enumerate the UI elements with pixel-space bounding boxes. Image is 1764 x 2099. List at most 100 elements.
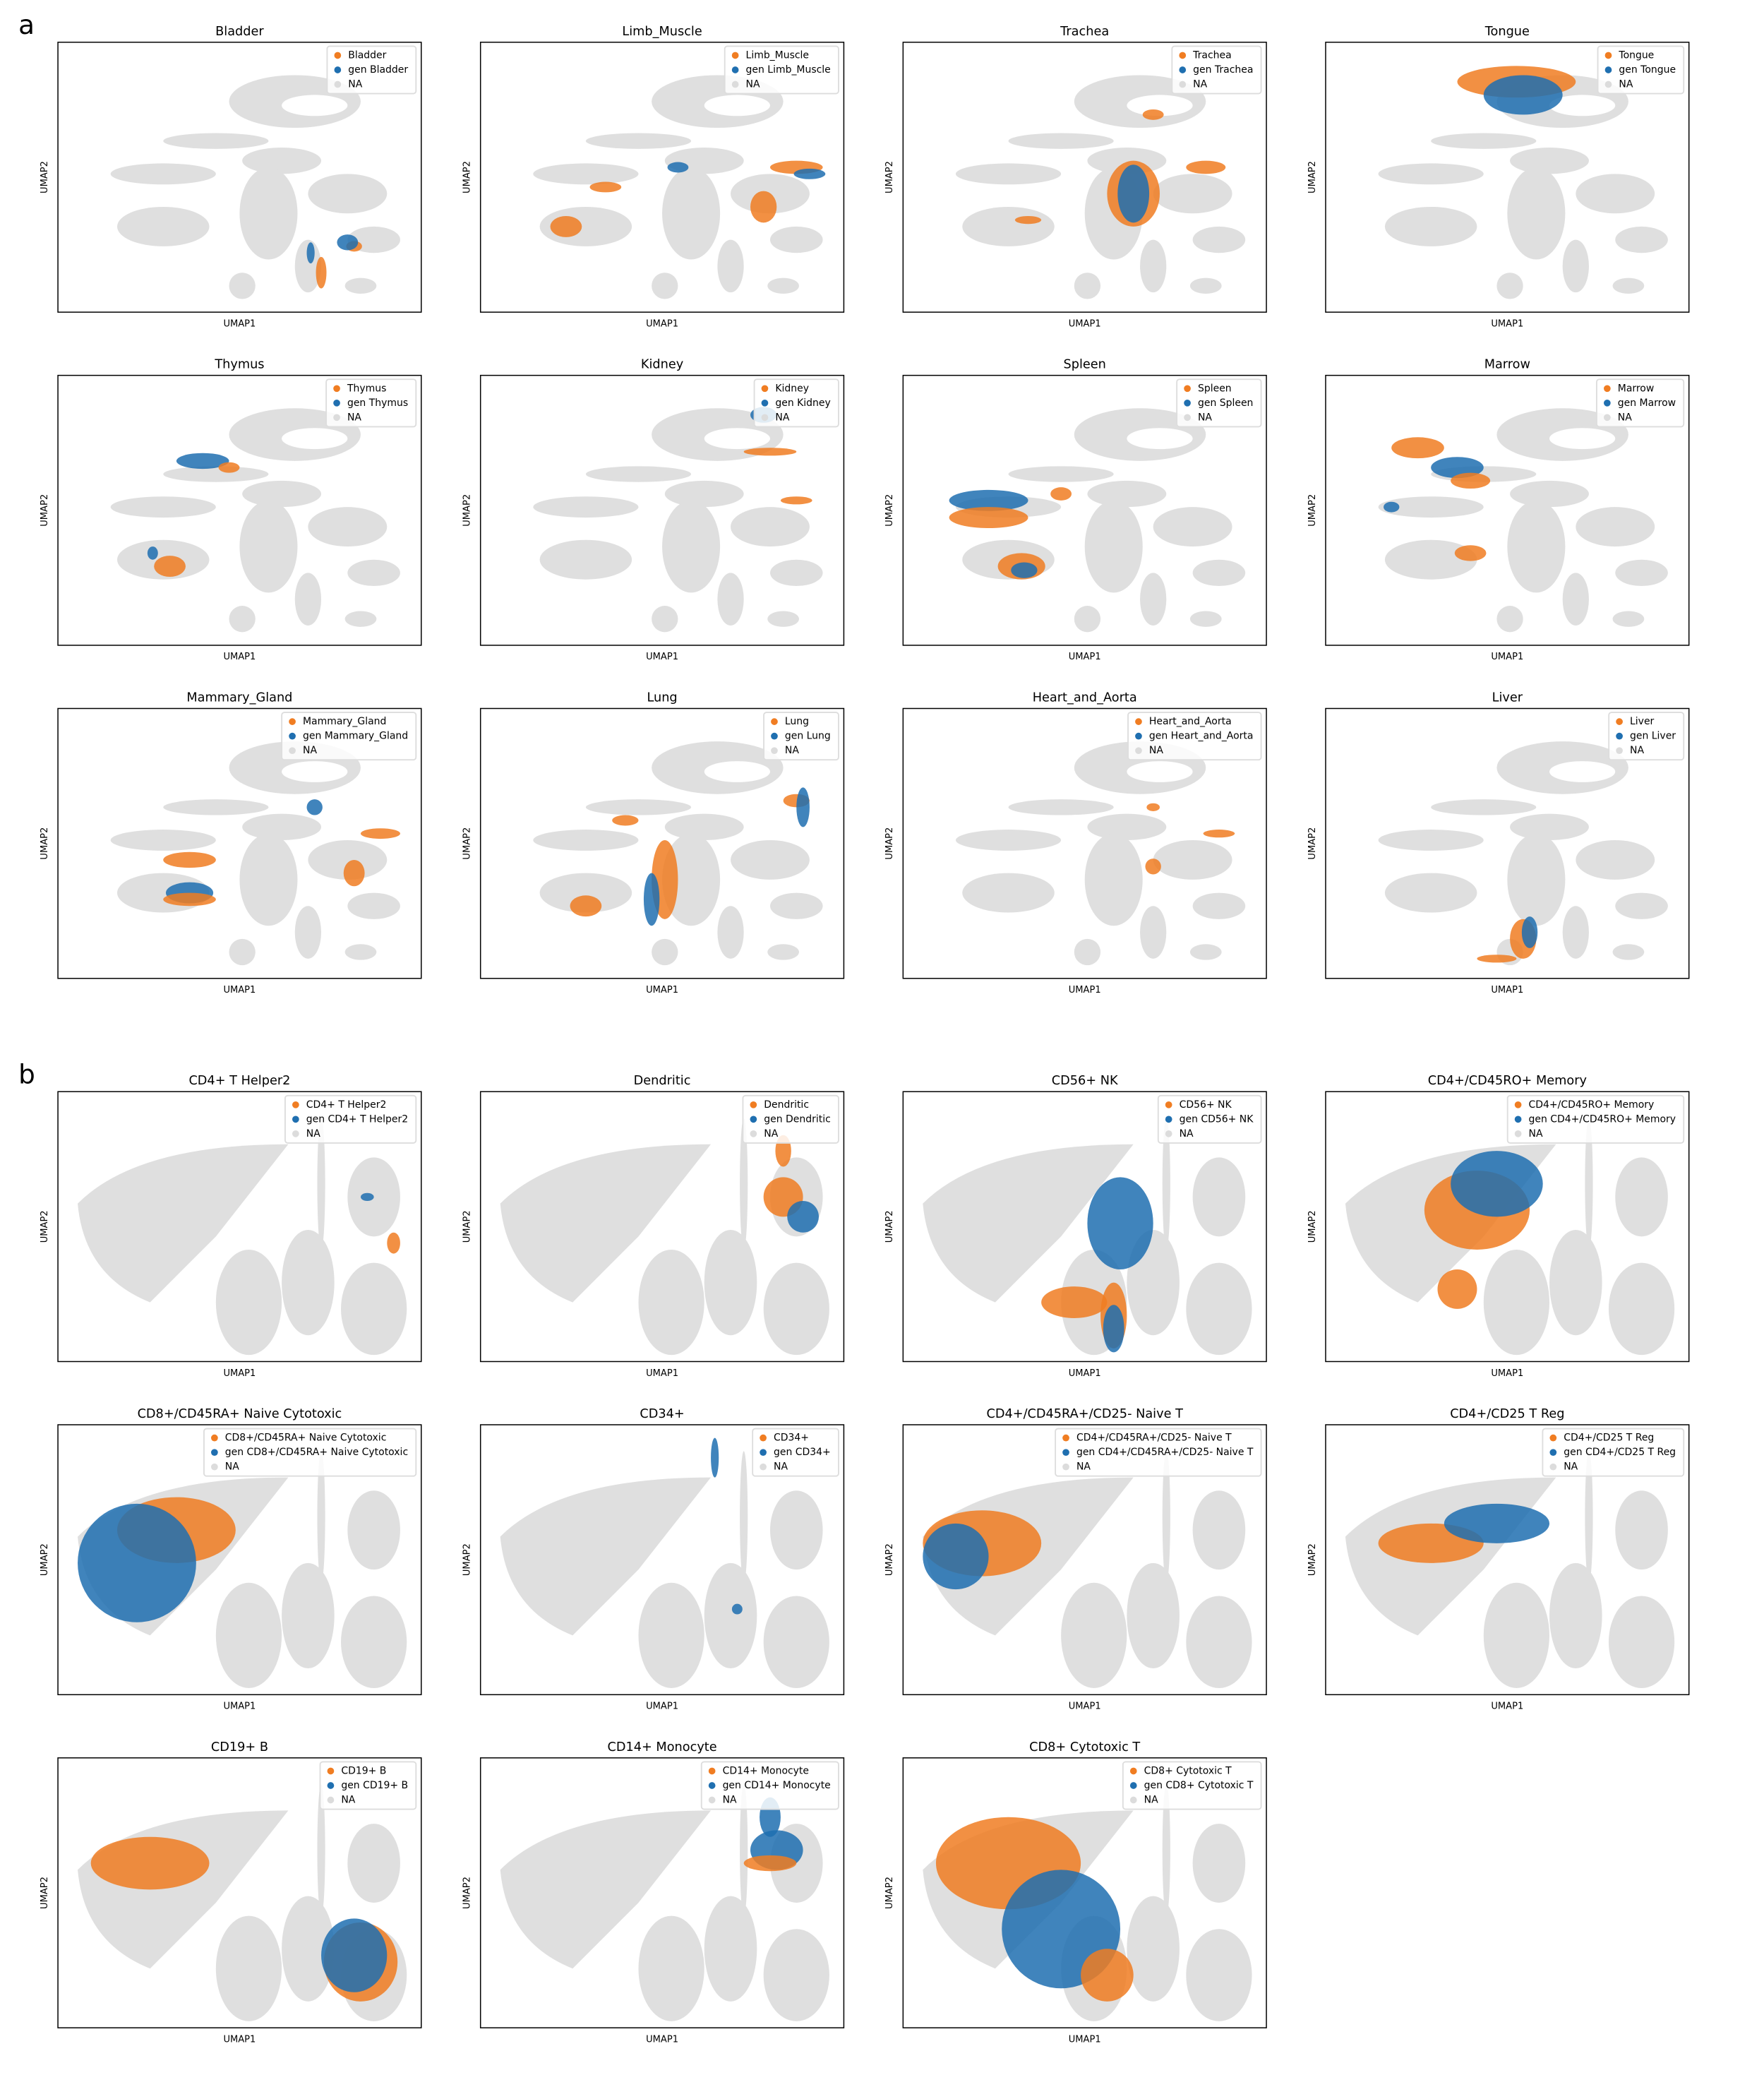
background-cells (110, 741, 400, 966)
legend-marker (289, 747, 296, 755)
legend-label: gen Tongue (1619, 64, 1676, 76)
legend-label: gen CD4+ T Helper2 (306, 1113, 408, 1125)
background-cells (533, 741, 823, 966)
legend: CD8+/CD45RA+ Naive Cytotoxic gen CD8+/CD4… (203, 1428, 417, 1477)
legend-marker (1604, 414, 1611, 421)
legend-label: Heart_and_Aorta (1149, 716, 1232, 727)
umap-plot: Thymus UMAP1 UMAP2 Thymus gen Thymus NA (40, 358, 422, 662)
legend: Kidney gen Kidney NA (753, 378, 839, 428)
plot-title: Marrow (1484, 358, 1530, 372)
umap-plot: Bladder UMAP1 UMAP2 Bladder gen Bladder NA (40, 25, 422, 329)
x-axis-label: UMAP1 (223, 1702, 256, 1712)
cell-cluster (78, 1503, 196, 1622)
plot-frame (479, 42, 845, 313)
legend-label: gen CD4+/CD45RA+/CD25- Naive T (1076, 1447, 1254, 1458)
panel-label: a (18, 9, 35, 40)
legend-marker (334, 66, 342, 73)
legend-marker (334, 80, 342, 88)
legend-label: NA (764, 1128, 778, 1140)
umap-plot: CD4+/CD45RO+ Memory UMAP1 UMAP2 CD4+/CD45RO… (1307, 1074, 1690, 1379)
legend-label: NA (306, 1128, 320, 1140)
umap-plot: CD4+ T Helper2 UMAP1 UMAP2 CD4+ T Helper2 ge… (40, 1074, 422, 1379)
legend-marker (1165, 1116, 1172, 1123)
umap-plot: Dendritic UMAP1 UMAP2 Dendritic gen Dendriti… (462, 1074, 845, 1379)
x-axis-label: UMAP1 (646, 985, 678, 995)
legend-marker (1179, 66, 1187, 73)
cell-cluster (1477, 955, 1517, 963)
background-cells (110, 408, 400, 633)
plot-title: Mammary_Gland (186, 691, 292, 705)
plot-title: Heart_and_Aorta (1033, 691, 1137, 705)
plot-area (110, 741, 400, 966)
y-axis-label: UMAP2 (884, 1210, 895, 1243)
cell-cluster (1050, 487, 1072, 501)
cell-cluster (1186, 160, 1226, 174)
legend-marker (333, 385, 340, 393)
legend-marker (760, 1449, 767, 1457)
cell-cluster (1451, 472, 1491, 489)
legend-marker (327, 1782, 335, 1789)
plot-title: CD56+ NK (1052, 1074, 1118, 1088)
legend-marker (1604, 66, 1612, 73)
legend-marker (761, 385, 769, 393)
background-cells (110, 75, 400, 299)
legend: CD4+/CD45RO+ Memory gen CD4+/CD45RO+ Memo… (1506, 1094, 1685, 1144)
legend-marker (289, 732, 296, 740)
legend-marker (1179, 80, 1187, 88)
legend-label: gen Liver (1630, 731, 1676, 742)
plot-area (78, 1784, 407, 2021)
legend-label: gen Lung (785, 731, 831, 742)
cell-cluster (337, 234, 359, 251)
legend-label: gen CD14+ Monocyte (723, 1780, 831, 1791)
legend-label: Dendritic (764, 1099, 809, 1111)
cell-cluster (1444, 1503, 1550, 1543)
plot-frame (902, 1757, 1267, 2028)
legend-marker (1616, 718, 1623, 725)
legend-marker (1062, 1449, 1069, 1457)
legend-marker (771, 732, 778, 740)
legend-label: gen Spleen (1198, 397, 1253, 409)
legend: Dendritic gen Dendritic NA (742, 1094, 839, 1144)
cell-cluster (147, 546, 158, 560)
legend-marker (1062, 1463, 1069, 1471)
cell-cluster (316, 256, 327, 289)
background-cells (923, 1118, 1252, 1356)
plot-title: Liver (1492, 691, 1523, 705)
y-axis-label: UMAP2 (1307, 1543, 1318, 1576)
cell-cluster (643, 873, 660, 926)
plot-title: Kidney (641, 358, 683, 372)
cell-cluster (163, 851, 216, 868)
umap-plot: Heart_and_Aorta UMAP1 UMAP2 Heart_and_Aorta… (884, 691, 1267, 995)
legend-marker (1165, 1130, 1172, 1137)
plot-frame (57, 42, 422, 313)
legend-label: NA (303, 745, 317, 756)
x-axis-label: UMAP1 (223, 985, 256, 995)
cell-cluster (1087, 1177, 1153, 1269)
y-axis-label: UMAP2 (40, 1543, 50, 1576)
legend-label: NA (348, 79, 362, 90)
cell-cluster (1384, 501, 1400, 513)
legend-marker (289, 718, 296, 725)
cell-cluster (731, 1603, 743, 1615)
legend-box (1608, 712, 1685, 761)
plot-title: CD4+ T Helper2 (188, 1074, 290, 1088)
y-axis-label: UMAP2 (884, 161, 895, 193)
legend-label: CD4+/CD45RO+ Memory (1529, 1099, 1655, 1111)
cell-cluster (1041, 1286, 1108, 1318)
legend-marker (750, 1116, 757, 1123)
plot-area (533, 407, 823, 633)
legend-marker (1514, 1116, 1522, 1123)
legend-label: Bladder (348, 49, 386, 61)
x-axis-label: UMAP1 (1069, 318, 1101, 329)
plot-title: Thymus (214, 358, 264, 372)
x-axis-label: UMAP1 (223, 652, 256, 662)
plot-frame (57, 374, 422, 646)
legend-label: CD4+/CD45RA+/CD25- Naive T (1076, 1433, 1232, 1444)
plot-area (1345, 1118, 1675, 1356)
legend-label: NA (1618, 412, 1632, 423)
legend-label: gen CD34+ (774, 1447, 831, 1458)
legend: CD4+/CD25 T Reg gen CD4+/CD25 T Reg NA (1542, 1428, 1685, 1477)
legend-label: gen Bladder (348, 64, 408, 76)
legend-marker (708, 1767, 716, 1775)
